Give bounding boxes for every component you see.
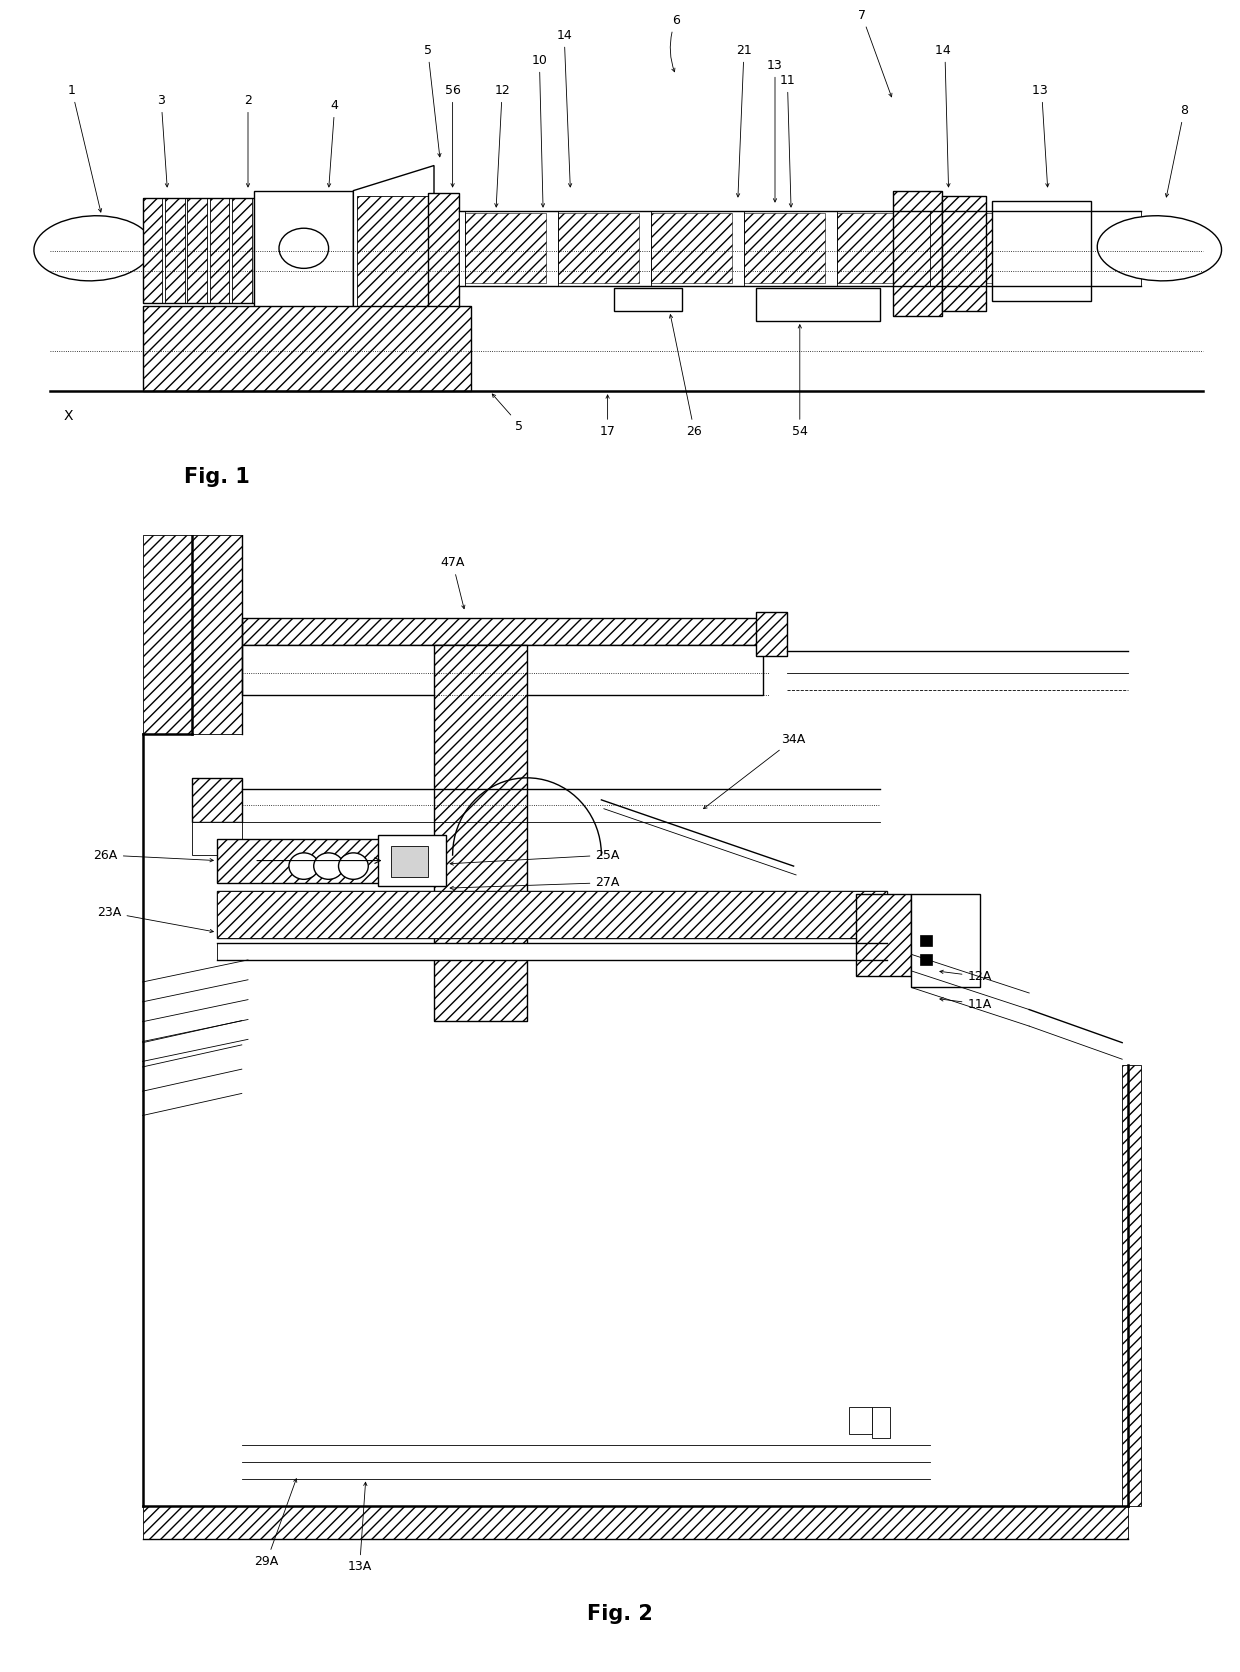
Text: 12: 12 [495,84,510,207]
Text: 14: 14 [557,28,572,187]
Bar [744,214,825,283]
Text: Fig. 2: Fig. 2 [587,1603,653,1624]
Bar [614,289,682,311]
Bar [242,619,763,645]
Bar [143,1506,1128,1540]
Text: 4: 4 [327,99,339,187]
Text: X: X [63,410,73,423]
Bar [192,823,242,854]
Bar [434,645,527,1020]
Bar [192,535,242,734]
Text: 11A: 11A [940,998,992,1010]
Bar [217,891,887,938]
Text: 23A: 23A [97,906,213,933]
Bar [942,196,986,311]
Bar [428,194,459,309]
Text: 11: 11 [780,74,795,207]
Bar [756,289,880,321]
Bar [756,612,787,657]
Bar [217,839,403,883]
Bar [856,895,911,976]
Bar [217,943,887,960]
Text: 2: 2 [244,94,252,187]
Bar [920,955,932,965]
Bar [242,645,763,696]
Bar [143,535,192,734]
Bar [357,196,429,309]
Text: 34A: 34A [703,732,806,809]
Circle shape [289,853,319,879]
Bar [242,619,763,645]
Bar [893,191,942,316]
Bar [920,935,932,946]
Circle shape [339,853,368,879]
Bar [254,191,353,311]
Text: 13: 13 [1032,84,1052,187]
Bar [893,191,942,316]
Bar [192,777,242,823]
Bar [856,895,911,976]
Bar [930,214,1011,283]
Text: 14: 14 [935,43,955,187]
Bar [143,306,471,391]
Text: 1: 1 [68,84,102,212]
Text: 54: 54 [792,324,807,438]
Text: Fig. 1: Fig. 1 [184,466,250,487]
Bar [756,612,787,657]
Text: 12A: 12A [940,970,992,983]
Ellipse shape [279,229,329,269]
Circle shape [314,853,343,879]
Bar [1122,1065,1141,1506]
Bar [837,214,918,283]
Bar [992,201,1091,301]
Text: 47A: 47A [440,557,465,609]
Text: 13: 13 [768,59,782,202]
Bar [192,777,242,823]
Bar [558,214,639,283]
Bar [872,1406,890,1438]
Text: 21: 21 [737,43,751,197]
Bar [187,199,207,304]
Bar [217,891,887,938]
Ellipse shape [1097,216,1221,281]
Bar [217,839,403,883]
Text: 26A: 26A [93,849,213,861]
Text: 26: 26 [670,314,702,438]
Text: 10: 10 [532,54,547,207]
Text: 8: 8 [1166,104,1188,197]
Bar [911,895,980,988]
Bar [391,846,428,878]
Bar [210,199,229,304]
Bar [143,306,471,391]
Bar [232,199,252,304]
Bar [428,194,459,309]
Text: 17: 17 [600,395,615,438]
Ellipse shape [33,216,153,281]
Text: 25A: 25A [450,849,620,864]
Text: 5: 5 [492,395,527,433]
Text: 5: 5 [424,43,441,157]
Bar [165,199,185,304]
Bar [942,196,986,311]
Text: 7: 7 [858,8,892,97]
Bar [434,645,527,1020]
Text: 27A: 27A [450,876,620,890]
Text: 56: 56 [445,84,460,187]
Bar [465,214,546,283]
Polygon shape [353,166,434,331]
Text: 13A: 13A [347,1483,372,1573]
Bar [651,214,732,283]
Bar [378,836,446,886]
Bar [143,199,162,304]
Text: 3: 3 [157,94,169,187]
Text: 29A: 29A [254,1478,296,1568]
Bar [849,1406,872,1435]
Bar [459,211,1141,286]
Text: 6: 6 [671,13,680,72]
Bar [143,199,254,304]
